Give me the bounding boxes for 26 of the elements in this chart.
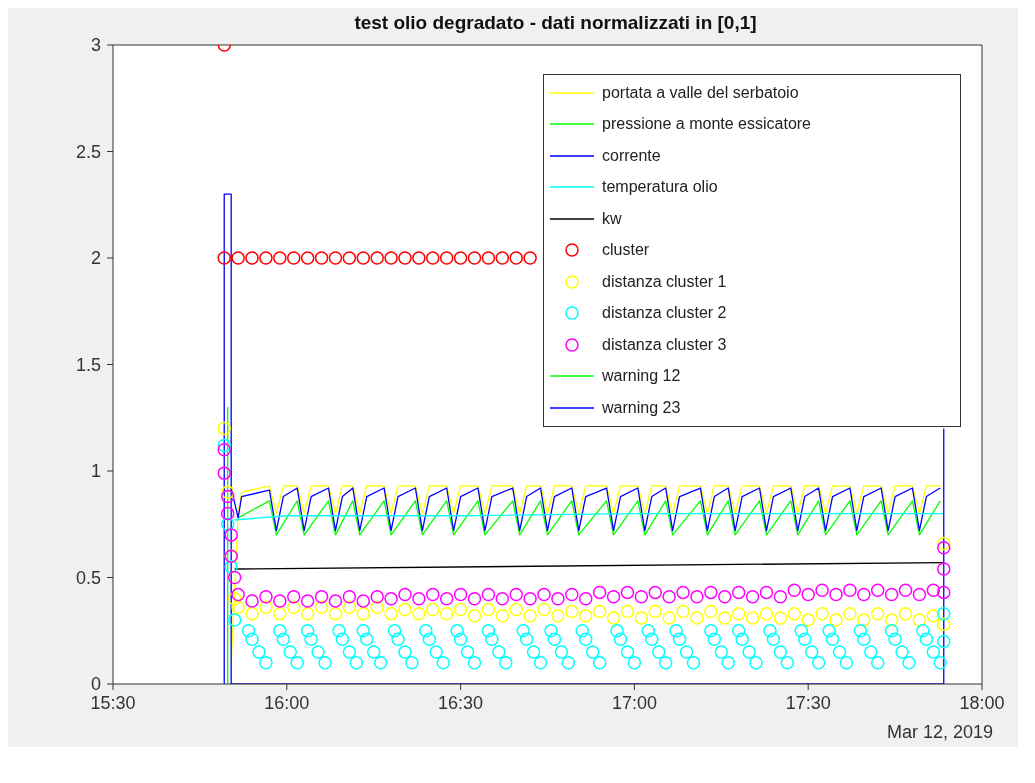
- legend-label: pressione a monte essicatore: [602, 115, 811, 134]
- y-tick-label: 3: [90, 35, 101, 56]
- legend-label: distanza cluster 1: [602, 272, 727, 291]
- x-tick-label: 17:30: [785, 692, 831, 713]
- legend-label: warning 12: [602, 367, 681, 386]
- legend-label: portata a valle del serbatoio: [602, 83, 799, 102]
- x-tick-label: 16:00: [264, 692, 310, 713]
- legend-label: cluster: [602, 241, 650, 260]
- x-tick-label: 18:00: [959, 692, 1005, 713]
- y-tick-label: 0.5: [75, 567, 101, 588]
- text: Mar 12, 2019: [885, 722, 994, 743]
- y-tick-label: 1: [90, 461, 101, 482]
- legend-label: kw: [602, 209, 622, 228]
- x-tick-label: 16:30: [438, 692, 484, 713]
- legend-label: temperatura olio: [602, 178, 718, 197]
- y-tick-label: 2: [90, 248, 101, 269]
- y-tick-label: 0: [90, 674, 101, 695]
- chart-title: test olio degradato - dati normalizzati in [0,1]: [353, 11, 758, 34]
- x-tick-label: 15:30: [90, 692, 136, 713]
- legend-label: distanza cluster 3: [602, 335, 727, 354]
- legend-label: warning 23: [602, 398, 681, 417]
- x-tick-label: 17:00: [611, 692, 657, 713]
- legend-label: corrente: [602, 146, 661, 165]
- y-tick-label: 2.5: [75, 141, 101, 162]
- legend-label: distanza cluster 2: [602, 304, 727, 323]
- y-tick-label: 1.5: [75, 354, 101, 375]
